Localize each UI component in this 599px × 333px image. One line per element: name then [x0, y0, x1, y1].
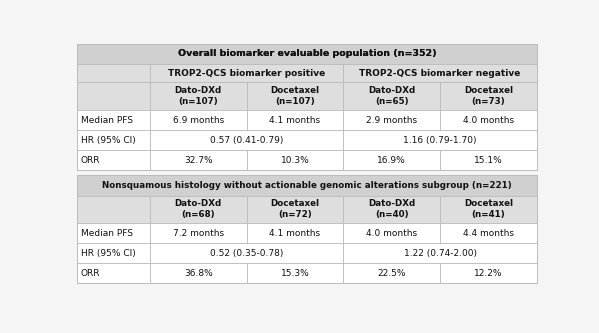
Bar: [440, 195, 537, 223]
Bar: [77, 82, 150, 110]
Text: 7.2 months: 7.2 months: [173, 229, 224, 238]
Text: 12.2%: 12.2%: [474, 269, 503, 278]
Text: Docetaxel
(n=41): Docetaxel (n=41): [464, 199, 513, 219]
Text: ORR: ORR: [81, 156, 101, 165]
Bar: [150, 150, 247, 170]
Bar: [77, 44, 537, 170]
Text: 15.1%: 15.1%: [474, 156, 503, 165]
Bar: [150, 82, 247, 110]
Text: Overall biomarker evaluable population (n=352): Overall biomarker evaluable population (…: [178, 49, 436, 58]
Bar: [77, 150, 150, 170]
Text: 15.3%: 15.3%: [280, 269, 309, 278]
Bar: [77, 175, 537, 195]
Bar: [77, 110, 150, 130]
Text: 4.0 months: 4.0 months: [463, 116, 514, 125]
Text: Docetaxel
(n=73): Docetaxel (n=73): [464, 86, 513, 106]
Text: HR (95% CI): HR (95% CI): [81, 136, 135, 145]
Text: Dato-DXd
(n=40): Dato-DXd (n=40): [368, 199, 415, 219]
Text: 0.57 (0.41-0.79): 0.57 (0.41-0.79): [210, 136, 283, 145]
Bar: [150, 243, 343, 263]
Bar: [247, 110, 343, 130]
Bar: [77, 130, 150, 150]
Bar: [343, 243, 537, 263]
Bar: [77, 195, 150, 223]
Text: Dato-DXd
(n=107): Dato-DXd (n=107): [174, 86, 222, 106]
Bar: [440, 110, 537, 130]
Bar: [343, 64, 537, 82]
Text: Median PFS: Median PFS: [81, 116, 133, 125]
Text: 4.4 months: 4.4 months: [463, 229, 514, 238]
Text: 36.8%: 36.8%: [184, 269, 213, 278]
Text: Overall biomarker evaluable population (n=352): Overall biomarker evaluable population (…: [178, 49, 436, 58]
Text: 16.9%: 16.9%: [377, 156, 406, 165]
Text: 1.22 (0.74-2.00): 1.22 (0.74-2.00): [404, 249, 477, 258]
Text: TROP2-QCS biomarker positive: TROP2-QCS biomarker positive: [168, 69, 325, 78]
Text: 4.0 months: 4.0 months: [366, 229, 418, 238]
Bar: [150, 110, 247, 130]
Bar: [77, 263, 150, 283]
Bar: [247, 223, 343, 243]
Bar: [150, 223, 247, 243]
Bar: [77, 175, 537, 283]
Bar: [440, 82, 537, 110]
Text: ORR: ORR: [81, 269, 101, 278]
Bar: [440, 150, 537, 170]
Bar: [343, 263, 440, 283]
Text: 6.9 months: 6.9 months: [173, 116, 224, 125]
Bar: [343, 223, 440, 243]
Text: 4.1 months: 4.1 months: [270, 116, 320, 125]
Text: Dato-DXd
(n=68): Dato-DXd (n=68): [174, 199, 222, 219]
Bar: [247, 263, 343, 283]
Bar: [77, 64, 150, 82]
Text: 0.52 (0.35-0.78): 0.52 (0.35-0.78): [210, 249, 283, 258]
Bar: [77, 44, 537, 64]
Bar: [343, 110, 440, 130]
Text: 1.16 (0.79-1.70): 1.16 (0.79-1.70): [403, 136, 477, 145]
Bar: [77, 223, 150, 243]
Text: 2.9 months: 2.9 months: [366, 116, 418, 125]
Text: Docetaxel
(n=72): Docetaxel (n=72): [270, 199, 319, 219]
Text: 22.5%: 22.5%: [377, 269, 406, 278]
Text: Median PFS: Median PFS: [81, 229, 133, 238]
Bar: [343, 130, 537, 150]
Text: 32.7%: 32.7%: [184, 156, 213, 165]
Bar: [247, 150, 343, 170]
Bar: [247, 82, 343, 110]
Bar: [150, 64, 343, 82]
Bar: [343, 195, 440, 223]
Bar: [150, 195, 247, 223]
Text: Docetaxel
(n=107): Docetaxel (n=107): [270, 86, 319, 106]
Bar: [343, 150, 440, 170]
Bar: [247, 195, 343, 223]
Text: Dato-DXd
(n=65): Dato-DXd (n=65): [368, 86, 415, 106]
Text: Nonsquamous histology without actionable genomic alterations subgroup (n=221): Nonsquamous histology without actionable…: [102, 181, 512, 190]
Bar: [150, 130, 343, 150]
Bar: [343, 82, 440, 110]
Bar: [150, 263, 247, 283]
Text: TROP2-QCS biomarker negative: TROP2-QCS biomarker negative: [359, 69, 521, 78]
Text: 4.1 months: 4.1 months: [270, 229, 320, 238]
Bar: [440, 263, 537, 283]
Text: 10.3%: 10.3%: [280, 156, 309, 165]
Text: HR (95% CI): HR (95% CI): [81, 249, 135, 258]
Bar: [77, 243, 150, 263]
Bar: [440, 223, 537, 243]
